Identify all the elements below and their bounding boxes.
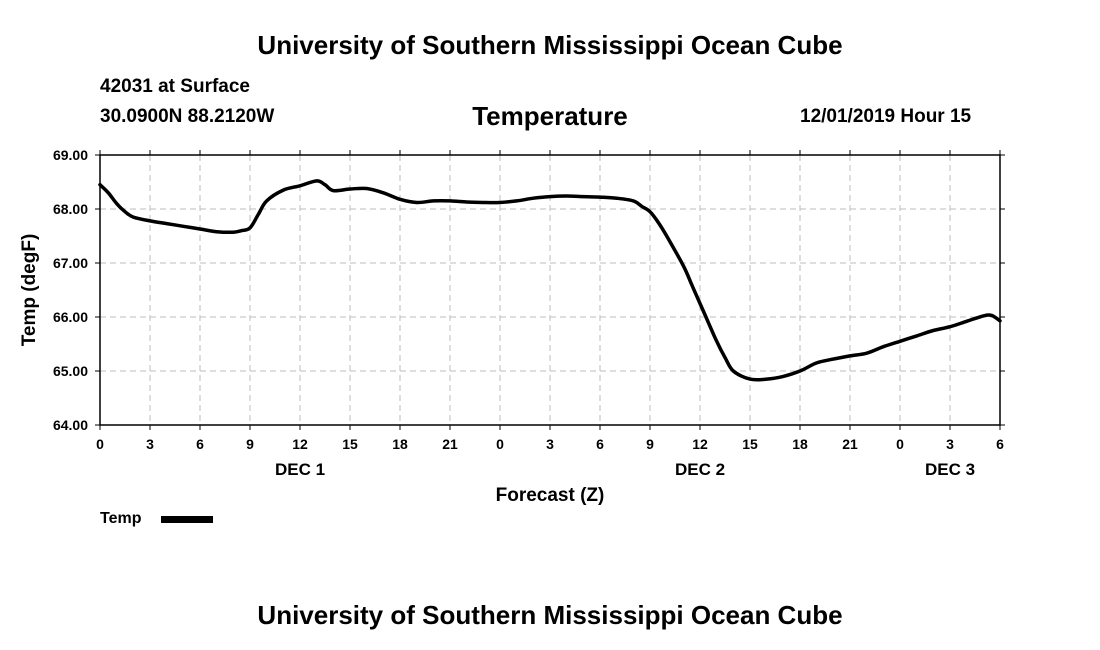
x-tick-label: 21 — [442, 436, 458, 452]
x-tick-label: 15 — [742, 436, 758, 452]
y-axis-label: Temp (degF) — [19, 234, 40, 347]
x-tick-label: 9 — [646, 436, 654, 452]
day-label: DEC 1 — [275, 460, 325, 479]
x-tick-label: 6 — [596, 436, 604, 452]
x-tick-label: 12 — [292, 436, 308, 452]
x-tick-label: 0 — [896, 436, 904, 452]
x-tick-label: 15 — [342, 436, 358, 452]
plot-frame — [99, 154, 1001, 426]
day-label: DEC 3 — [925, 460, 975, 479]
chart-footer-title: University of Southern Mississippi Ocean… — [257, 600, 843, 630]
legend-label: Temp — [100, 510, 142, 527]
y-tick-label: 65.00 — [53, 363, 88, 379]
x-tick-label: 3 — [546, 436, 554, 452]
axes — [95, 150, 1005, 430]
x-tick-label: 18 — [792, 436, 808, 452]
y-tick-label: 68.00 — [53, 201, 88, 217]
temp-series-line — [98, 179, 1002, 382]
x-tick-label: 3 — [146, 436, 154, 452]
x-tick-label: 0 — [96, 436, 104, 452]
x-tick-label: 21 — [842, 436, 858, 452]
axis-labels: 64.00 65.00 66.00 67.00 68.00 69.00 0 3 6 9 12 15 18… — [19, 147, 1004, 506]
legend-swatch — [161, 516, 213, 523]
y-tick-label: 66.00 — [53, 309, 88, 325]
x-axis-label: Forecast (Z) — [496, 485, 605, 506]
x-tick-label: 3 — [946, 436, 954, 452]
y-tick-label: 64.00 — [53, 417, 88, 433]
x-tick-label: 12 — [692, 436, 708, 452]
y-tick-label: 67.00 — [53, 255, 88, 271]
chart-title: Temperature — [472, 101, 628, 131]
x-tick-label: 6 — [196, 436, 204, 452]
grid-lines — [100, 155, 1000, 425]
y-tick-label: 69.00 — [53, 147, 88, 163]
chart-header-title: University of Southern Mississippi Ocean… — [257, 30, 843, 60]
x-tick-label: 0 — [496, 436, 504, 452]
x-tick-label: 9 — [246, 436, 254, 452]
x-tick-label: 18 — [392, 436, 408, 452]
forecast-datetime: 12/01/2019 Hour 15 — [800, 106, 972, 127]
day-label: DEC 2 — [675, 460, 725, 479]
station-label: 42031 at Surface — [100, 76, 250, 97]
coordinates-label: 30.0900N 88.2120W — [100, 106, 275, 127]
series-layer — [98, 179, 1002, 382]
x-tick-label: 6 — [996, 436, 1004, 452]
